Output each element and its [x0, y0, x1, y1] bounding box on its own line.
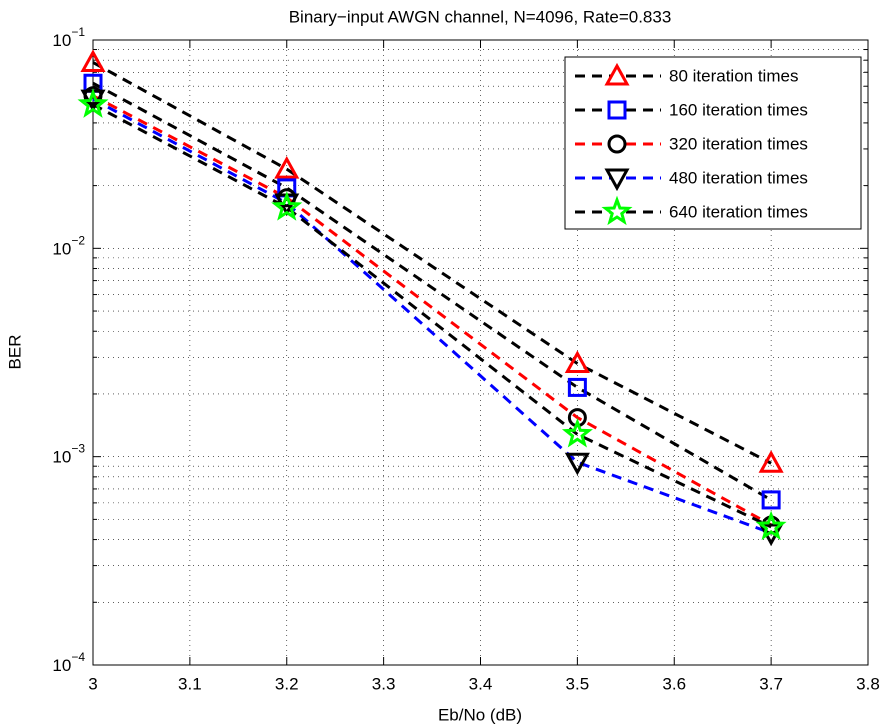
- marker: [758, 450, 784, 473]
- legend-label: 160 iteration times: [669, 100, 808, 119]
- series-line: [92, 103, 772, 529]
- marker: [561, 417, 593, 448]
- x-axis-label: Eb/No (dB): [438, 705, 522, 724]
- legend-label: 640 iteration times: [669, 202, 808, 221]
- x-tick-label: 3.7: [759, 674, 783, 693]
- legend-label: 480 iteration times: [669, 168, 808, 187]
- chart-title: Binary−input AWGN channel, N=4096, Rate=…: [289, 7, 672, 26]
- x-tick-label: 3.6: [662, 674, 686, 693]
- x-tick-label: 3.1: [178, 674, 202, 693]
- marker: [601, 195, 633, 226]
- marker: [274, 156, 300, 179]
- legend-label: 320 iteration times: [669, 134, 808, 153]
- series-line: [92, 97, 772, 535]
- marker: [761, 490, 781, 510]
- x-tick-label: 3.2: [275, 674, 299, 693]
- marker: [564, 350, 590, 374]
- marker: [604, 168, 630, 192]
- marker: [604, 62, 630, 86]
- marker: [607, 100, 627, 120]
- marker: [80, 49, 106, 72]
- legend: 80 iteration times 160 iteration times 320…: [564, 56, 862, 230]
- x-tick-label: 3.3: [372, 674, 396, 693]
- marker: [607, 134, 627, 154]
- x-tick-label: 3.5: [566, 674, 590, 693]
- marker: [77, 88, 109, 118]
- x-tick-label: 3: [88, 674, 97, 693]
- marker: [567, 377, 587, 397]
- plot-frame: [92, 39, 869, 666]
- marker: [271, 191, 303, 221]
- marker: [564, 452, 590, 476]
- legend-label: 80 iteration times: [669, 66, 798, 85]
- y-tick-label: 10−2: [52, 234, 85, 259]
- x-tick-label: 3.8: [856, 674, 880, 693]
- series-line: [92, 81, 772, 502]
- y-tick-label: 10−3: [52, 442, 85, 467]
- x-tick-label: 3.4: [469, 674, 493, 693]
- y-axis-label: BER: [5, 335, 24, 370]
- series-line: [92, 61, 772, 465]
- y-tick-label: 10−4: [52, 650, 85, 675]
- y-tick-label: 10−1: [52, 25, 85, 50]
- marker: [755, 510, 787, 541]
- series-line: [92, 94, 772, 527]
